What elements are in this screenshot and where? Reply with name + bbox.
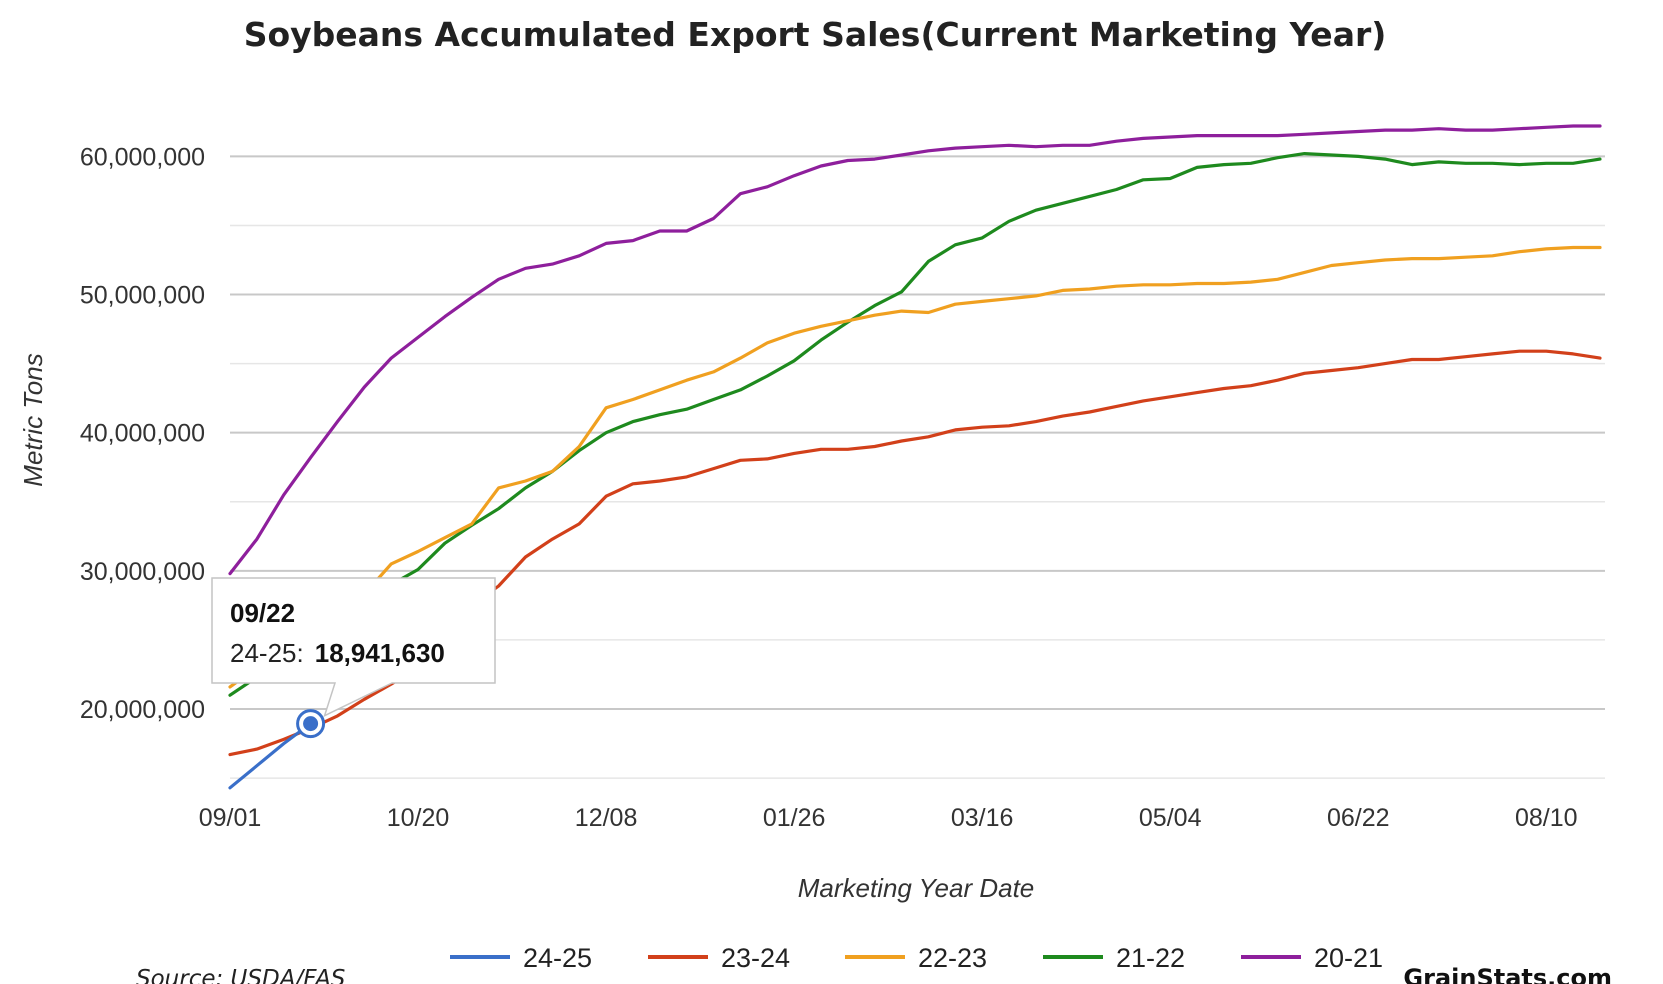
series-line-21-22[interactable] — [228, 152, 1602, 697]
legend-item-20-21[interactable]: 20-21 — [1241, 943, 1383, 973]
x-tick-label: 08/10 — [1515, 804, 1578, 832]
legend-label: 20-21 — [1314, 943, 1383, 973]
series-line-24-25[interactable] — [228, 721, 313, 790]
legend-label: 22-23 — [918, 943, 987, 973]
brand-mark[interactable]: GrainStats.com — [1403, 964, 1612, 984]
legend-label: 24-25 — [523, 943, 592, 973]
y-tick-label: 50,000,000 — [80, 282, 205, 310]
legend-item-22-23[interactable]: 22-23 — [845, 943, 987, 973]
hover-point[interactable] — [303, 716, 319, 732]
x-tick-label: 03/16 — [951, 804, 1014, 832]
x-tick-label: 10/20 — [387, 804, 450, 832]
y-axis-label: Metric Tons — [18, 353, 48, 486]
legend-label: 23-24 — [721, 943, 790, 973]
legend[interactable]: 24-25 23-24 22-23 21-22 20-21 — [450, 943, 1383, 973]
chart-title: Soybeans Accumulated Export Sales(Curren… — [244, 15, 1387, 54]
x-tick-label: 12/08 — [575, 804, 638, 832]
hover-marker — [296, 709, 326, 739]
tooltip-series-name: 24-25 — [230, 638, 297, 668]
tooltip-date: 09/22 — [230, 598, 295, 628]
legend-item-21-22[interactable]: 21-22 — [1043, 943, 1185, 973]
x-tick-label: 05/04 — [1139, 804, 1202, 832]
legend-item-24-25[interactable]: 24-25 — [450, 943, 592, 973]
tooltip-box — [211, 577, 496, 718]
tooltip-separator: : — [297, 638, 304, 668]
series-line-20-21[interactable] — [228, 124, 1602, 576]
x-tick-label: 06/22 — [1327, 804, 1390, 832]
y-tick-label: 40,000,000 — [80, 420, 205, 448]
y-tick-label: 60,000,000 — [80, 143, 205, 171]
gridlines — [230, 155, 1605, 779]
tooltip-value-line: 24-25: 18,941,630 — [230, 638, 445, 668]
x-tick-label: 01/26 — [763, 804, 826, 832]
legend-label: 21-22 — [1116, 943, 1185, 973]
series-line-22-23[interactable] — [228, 245, 1602, 689]
tooltip-value: 18,941,630 — [315, 638, 445, 668]
legend-item-23-24[interactable]: 23-24 — [648, 943, 790, 973]
y-axis-ticks: 20,000,000 30,000,000 40,000,000 50,000,000… — [80, 143, 205, 724]
y-tick-label: 30,000,000 — [80, 558, 205, 586]
x-axis-ticks: 09/01 10/20 12/08 01/26 03/16 05/04 06/22 08/10 — [199, 804, 1578, 832]
y-tick-label: 20,000,000 — [80, 696, 205, 724]
x-tick-label: 09/01 — [199, 804, 262, 832]
source-note: Source: USDA/FAS — [136, 966, 345, 984]
tooltip: 09/22 24-25: 18,941,630 — [211, 577, 496, 718]
x-axis-label: Marketing Year Date — [798, 873, 1035, 903]
